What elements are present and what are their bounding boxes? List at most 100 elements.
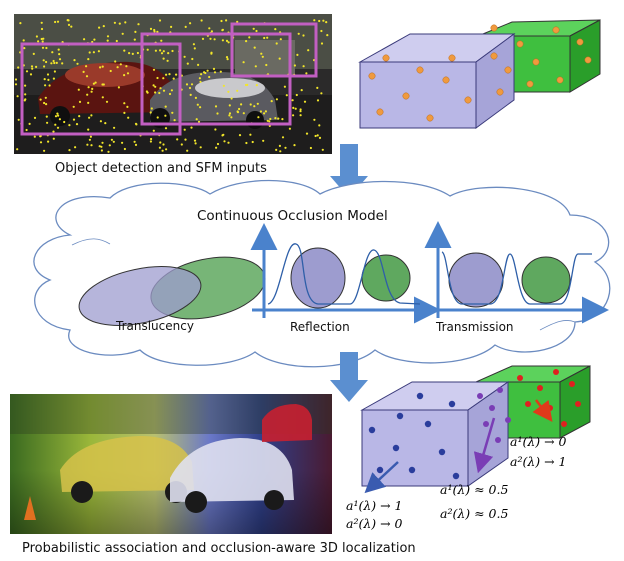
sfm-point bbox=[106, 39, 109, 42]
sfm-point bbox=[93, 38, 96, 41]
sfm-point bbox=[200, 73, 203, 76]
sfm-point bbox=[245, 40, 248, 43]
sfm-point bbox=[99, 120, 102, 123]
sfm-point bbox=[55, 61, 58, 64]
purple-a1: a¹(λ) ≈ 0.5 bbox=[440, 482, 508, 497]
sfm-point bbox=[46, 121, 49, 124]
sfm-point bbox=[104, 122, 107, 125]
sfm-point bbox=[52, 59, 55, 63]
sfm-point bbox=[199, 106, 202, 109]
sfm-point bbox=[22, 39, 25, 42]
sfm-point bbox=[116, 66, 119, 69]
sfm-point bbox=[275, 148, 278, 151]
blue-association-arrow bbox=[364, 461, 399, 494]
sfm-point bbox=[24, 93, 27, 96]
sfm-point bbox=[154, 49, 157, 52]
sfm-point bbox=[255, 84, 258, 87]
sfm-point bbox=[221, 39, 224, 42]
sfm-point bbox=[318, 19, 321, 23]
sfm-point bbox=[35, 35, 39, 38]
sfm-point bbox=[156, 76, 159, 80]
sfm-point bbox=[127, 116, 130, 119]
sfm-point bbox=[194, 142, 197, 145]
bottom-caption: Probabilistic association and occlusion-… bbox=[22, 541, 416, 556]
sfm-point bbox=[123, 102, 126, 105]
sfm-point bbox=[219, 70, 222, 73]
sfm-point bbox=[299, 114, 302, 117]
sfm-point bbox=[302, 65, 305, 68]
sfm-point bbox=[56, 112, 59, 115]
sfm-point bbox=[90, 144, 93, 147]
sfm-point bbox=[58, 53, 61, 56]
blue-point bbox=[392, 444, 400, 452]
sfm-point bbox=[254, 65, 257, 68]
sfm-point bbox=[101, 65, 104, 68]
sfm-point bbox=[24, 84, 27, 87]
cloud-title: Continuous Occlusion Model bbox=[197, 208, 388, 224]
sfm-point bbox=[173, 119, 176, 122]
sfm-point bbox=[85, 65, 88, 68]
sfm-point bbox=[293, 144, 296, 147]
sfm-point bbox=[85, 75, 89, 78]
sfm-point bbox=[230, 97, 233, 100]
sfm-point bbox=[161, 149, 164, 152]
sfm-point bbox=[90, 90, 93, 93]
orange-point bbox=[448, 54, 456, 62]
sfm-point bbox=[43, 101, 46, 105]
sfm-point bbox=[255, 29, 258, 33]
blue-point bbox=[448, 400, 456, 408]
orange-point bbox=[516, 40, 524, 48]
sfm-point bbox=[54, 123, 57, 126]
sfm-point bbox=[266, 36, 269, 39]
sfm-point bbox=[68, 124, 71, 127]
sfm-point bbox=[25, 128, 28, 132]
sfm-point bbox=[325, 21, 328, 24]
sfm-point bbox=[78, 115, 81, 118]
sfm-point bbox=[152, 84, 155, 87]
sfm-point bbox=[281, 136, 285, 139]
sfm-point bbox=[222, 84, 225, 87]
red-point bbox=[569, 381, 575, 387]
sfm-point bbox=[294, 107, 297, 110]
orange-point bbox=[526, 80, 534, 88]
sfm-point bbox=[269, 117, 272, 121]
sfm-point bbox=[28, 122, 31, 125]
sfm-point bbox=[316, 134, 319, 137]
blue-point bbox=[368, 426, 376, 434]
sfm-point bbox=[102, 25, 105, 28]
sfm-point bbox=[56, 20, 60, 23]
sfm-point bbox=[149, 27, 153, 30]
sfm-point bbox=[43, 149, 46, 152]
sfm-point bbox=[110, 138, 113, 141]
sfm-point bbox=[278, 144, 281, 147]
orange-point bbox=[584, 56, 592, 64]
sfm-point bbox=[168, 73, 171, 76]
sfm-point bbox=[262, 139, 265, 142]
sfm-point bbox=[265, 63, 268, 67]
sfm-point bbox=[118, 22, 121, 25]
sfm-point bbox=[180, 143, 183, 146]
sfm-point bbox=[253, 46, 256, 49]
sfm-point bbox=[256, 102, 259, 105]
sfm-point bbox=[47, 78, 50, 81]
sfm-point bbox=[54, 115, 58, 118]
purple-point bbox=[505, 417, 511, 423]
sfm-point bbox=[210, 30, 213, 33]
sfm-point bbox=[72, 105, 75, 108]
sfm-point bbox=[14, 83, 18, 86]
flow-arrow-2 bbox=[330, 352, 368, 402]
sfm-point bbox=[242, 112, 245, 115]
sfm-point bbox=[57, 48, 60, 51]
sfm-point bbox=[230, 116, 233, 119]
sfm-point bbox=[87, 86, 90, 89]
sfm-point bbox=[260, 52, 263, 55]
sfm-point bbox=[159, 49, 162, 52]
sfm-point bbox=[128, 52, 131, 55]
sfm-point bbox=[97, 50, 100, 53]
sfm-feature-points bbox=[14, 19, 329, 153]
sfm-point bbox=[281, 118, 284, 121]
red-a1: a¹(λ) → 0 bbox=[510, 434, 567, 449]
sfm-point bbox=[299, 110, 302, 113]
sfm-point bbox=[253, 105, 256, 108]
sfm-point bbox=[53, 61, 56, 65]
